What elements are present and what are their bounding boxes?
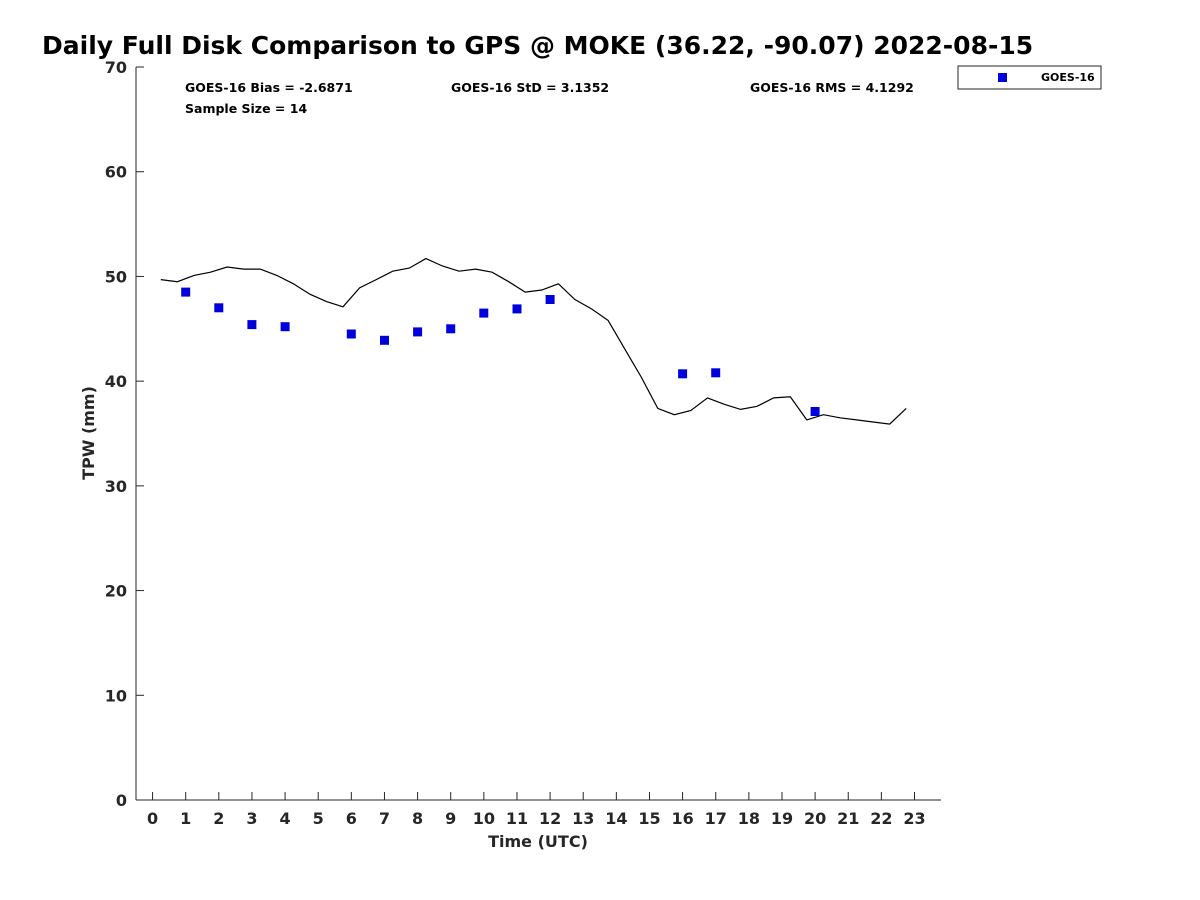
x-tick-label: 2 [213, 809, 224, 828]
y-ticks: 0 10 20 30 40 50 60 70 [105, 58, 144, 810]
x-ticks: 0 1 2 3 4 5 6 7 8 9 10 11 12 13 14 15 16 17 18 19 20 21 22 23 [147, 792, 926, 828]
y-tick-label: 30 [105, 477, 127, 496]
legend-label-goes-16: GOES-16 [1041, 71, 1095, 84]
x-tick-label: 16 [671, 809, 693, 828]
x-tick-label: 5 [313, 809, 324, 828]
data-point-goes-16 [711, 368, 721, 378]
data-point-goes-16 [512, 304, 522, 314]
x-tick-label: 18 [738, 809, 760, 828]
y-axis-label: TPW (mm) [79, 386, 98, 480]
data-point-goes-16 [346, 329, 356, 339]
x-tick-label: 11 [506, 809, 528, 828]
data-point-goes-16 [678, 369, 688, 379]
stat-bias: GOES-16 Bias = -2.6871 [185, 80, 353, 95]
x-tick-label: 15 [638, 809, 660, 828]
x-tick-label: 8 [412, 809, 423, 828]
x-tick-label: 6 [346, 809, 357, 828]
data-point-goes-16 [247, 320, 257, 330]
x-tick-label: 1 [180, 809, 191, 828]
stat-std: GOES-16 StD = 3.1352 [451, 80, 609, 95]
y-tick-label: 0 [116, 791, 127, 810]
x-tick-label: 21 [837, 809, 859, 828]
x-tick-label: 12 [539, 809, 561, 828]
plot-area [136, 67, 941, 800]
chart-title: Daily Full Disk Comparison to GPS @ MOKE… [42, 31, 1033, 60]
data-point-goes-16 [280, 322, 290, 332]
series-layer [160, 257, 907, 425]
x-tick-label: 17 [705, 809, 727, 828]
data-point-goes-16 [810, 407, 820, 416]
series-line [160, 257, 907, 425]
data-point-goes-16 [413, 327, 423, 337]
stat-sample-size: Sample Size = 14 [185, 101, 307, 116]
x-tick-label: 3 [246, 809, 257, 828]
data-point-goes-16 [479, 308, 489, 318]
legend-marker-goes-16 [998, 73, 1007, 82]
data-point-goes-16 [181, 287, 191, 297]
data-point-goes-16 [545, 295, 555, 304]
x-tick-label: 7 [379, 809, 390, 828]
data-point-goes-16 [446, 324, 456, 334]
stat-rms: GOES-16 RMS = 4.1292 [750, 80, 914, 95]
y-tick-label: 60 [105, 163, 127, 182]
y-tick-label: 40 [105, 372, 127, 391]
legend-box [957, 65, 1102, 90]
x-tick-label: 19 [771, 809, 793, 828]
x-tick-label: 9 [445, 809, 456, 828]
y-tick-label: 20 [105, 582, 127, 601]
x-axis-label: Time (UTC) [488, 832, 588, 851]
data-point-goes-16 [214, 303, 224, 313]
x-tick-label: 20 [804, 809, 826, 828]
x-tick-label: 0 [147, 809, 158, 828]
y-tick-label: 50 [105, 267, 127, 286]
x-tick-label: 14 [605, 809, 627, 828]
x-tick-label: 10 [473, 809, 495, 828]
x-tick-label: 4 [280, 809, 291, 828]
data-point-goes-16 [380, 335, 389, 345]
x-tick-label: 23 [903, 809, 925, 828]
y-tick-label: 10 [105, 686, 127, 705]
y-tick-label: 70 [105, 58, 127, 77]
legend: GOES-16 [957, 65, 1102, 90]
x-tick-label: 22 [870, 809, 892, 828]
x-tick-label: 13 [572, 809, 594, 828]
